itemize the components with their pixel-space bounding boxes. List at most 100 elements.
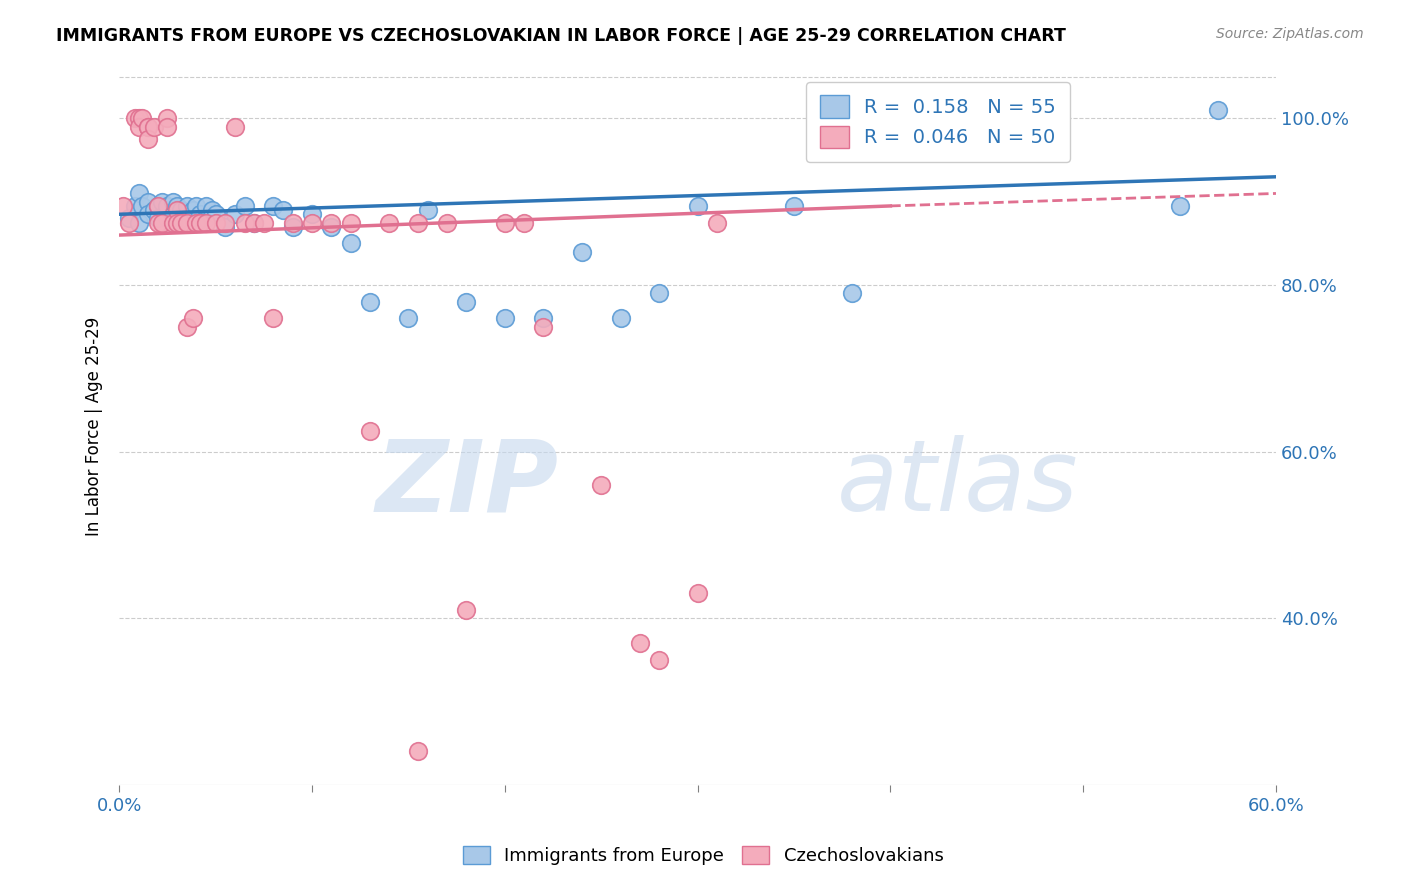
Text: Source: ZipAtlas.com: Source: ZipAtlas.com [1216, 27, 1364, 41]
Point [188, 216, 211, 230]
Point [706, 216, 728, 230]
Point [166, 203, 188, 218]
Point [686, 199, 709, 213]
Point [359, 424, 381, 438]
Legend: Immigrants from Europe, Czechoslovakians: Immigrants from Europe, Czechoslovakians [454, 837, 952, 874]
Text: ZIP: ZIP [375, 435, 558, 533]
Point [648, 286, 671, 301]
Point [214, 219, 236, 234]
Point [166, 216, 188, 230]
Point [170, 211, 193, 226]
Point [118, 211, 141, 226]
Point [176, 216, 198, 230]
Point [271, 203, 294, 218]
Point [181, 311, 204, 326]
Point [156, 203, 179, 218]
Point [131, 112, 153, 126]
Point [176, 199, 198, 213]
Point [181, 203, 204, 218]
Point [128, 112, 150, 126]
Point [224, 120, 246, 134]
Point [359, 294, 381, 309]
Point [243, 216, 266, 230]
Point [150, 194, 173, 209]
Point [301, 207, 323, 221]
Point [136, 120, 159, 134]
Point [166, 203, 188, 218]
Point [686, 586, 709, 600]
Point [195, 211, 218, 226]
Point [253, 216, 276, 230]
Point [162, 216, 184, 230]
Point [186, 216, 208, 230]
Point [281, 216, 304, 230]
Point [204, 207, 226, 221]
Point [494, 216, 516, 230]
Point [186, 216, 208, 230]
Point [146, 211, 169, 226]
Point [494, 311, 516, 326]
Point [131, 199, 153, 213]
Point [841, 286, 863, 301]
Point [513, 216, 536, 230]
Point [398, 311, 420, 326]
Point [170, 216, 193, 230]
Point [378, 216, 401, 230]
Point [321, 216, 343, 230]
Point [112, 199, 135, 213]
Point [321, 219, 343, 234]
Point [233, 199, 256, 213]
Point [176, 319, 198, 334]
Point [591, 478, 613, 492]
Point [136, 132, 159, 146]
Point [263, 199, 285, 213]
Point [136, 120, 159, 134]
Point [166, 199, 188, 213]
Point [628, 636, 651, 650]
Point [124, 199, 146, 213]
Point [136, 207, 159, 221]
Point [456, 603, 478, 617]
Point [456, 294, 478, 309]
Point [281, 219, 304, 234]
Point [136, 194, 159, 209]
Point [124, 112, 146, 126]
Point [128, 186, 150, 201]
Point [1206, 103, 1229, 117]
Point [146, 199, 169, 213]
Point [201, 203, 224, 218]
Legend: R =  0.158   N = 55, R =  0.046   N = 50: R = 0.158 N = 55, R = 0.046 N = 50 [806, 82, 1070, 161]
Point [162, 194, 184, 209]
Point [339, 236, 361, 251]
Text: IMMIGRANTS FROM EUROPE VS CZECHOSLOVAKIAN IN LABOR FORCE | AGE 25-29 CORRELATION: IMMIGRANTS FROM EUROPE VS CZECHOSLOVAKIA… [56, 27, 1066, 45]
Point [406, 216, 429, 230]
Point [609, 311, 631, 326]
Point [170, 203, 193, 218]
Point [156, 120, 179, 134]
Point [156, 211, 179, 226]
Point [118, 216, 141, 230]
Point [243, 216, 266, 230]
Point [195, 216, 218, 230]
Point [150, 216, 173, 230]
Point [166, 216, 188, 230]
Point [143, 120, 166, 134]
Point [571, 244, 593, 259]
Point [204, 216, 226, 230]
Point [531, 319, 554, 334]
Point [176, 211, 198, 226]
Point [146, 199, 169, 213]
Point [162, 207, 184, 221]
Point [128, 216, 150, 230]
Point [301, 216, 323, 230]
Point [186, 199, 208, 213]
Point [416, 203, 439, 218]
Point [233, 216, 256, 230]
Y-axis label: In Labor Force | Age 25-29: In Labor Force | Age 25-29 [86, 317, 103, 536]
Point [128, 120, 150, 134]
Text: atlas: atlas [837, 435, 1078, 533]
Point [263, 311, 285, 326]
Point [406, 744, 429, 758]
Point [143, 203, 166, 218]
Point [195, 199, 218, 213]
